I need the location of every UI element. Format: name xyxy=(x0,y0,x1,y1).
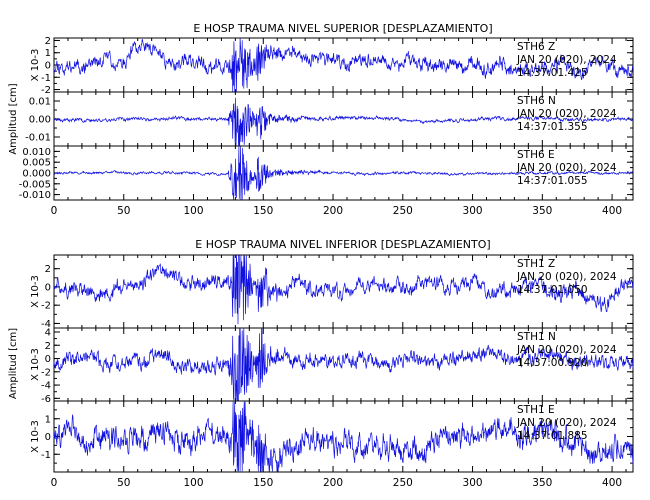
station-component-label: STH6 N xyxy=(517,95,556,107)
x-tick-label: 300 xyxy=(463,205,483,217)
station-component-label: STH6 E xyxy=(517,149,555,161)
x-tick-label: 0 xyxy=(51,477,58,489)
y-tick-label: 2 xyxy=(45,36,51,47)
x-tick-label: 50 xyxy=(117,477,130,489)
y-tick-label: -4 xyxy=(41,319,51,330)
scale-label: X 10-3 xyxy=(30,49,41,82)
y-tick-label: 0 xyxy=(45,61,51,72)
y-tick-label: -1 xyxy=(41,73,51,84)
trace-date: JAN 20 (020), 2024 xyxy=(516,417,617,429)
trace-date: JAN 20 (020), 2024 xyxy=(516,271,617,283)
y-axis-label: Amplitud [cm] xyxy=(8,328,19,399)
x-tick-label: 150 xyxy=(253,477,273,489)
x-tick-label: 50 xyxy=(117,205,130,217)
y-tick-label: -0.01 xyxy=(25,133,51,144)
trace-date: JAN 20 (020), 2024 xyxy=(516,344,617,356)
y-tick-label: 4 xyxy=(45,327,51,338)
y-tick-label: -6 xyxy=(41,394,51,405)
trace-start-time: 14:37:00.920 xyxy=(517,357,588,369)
x-tick-label: 250 xyxy=(393,477,413,489)
scale-label: X 10-3 xyxy=(30,420,41,453)
trace-start-time: 14:37:01.050 xyxy=(517,284,588,296)
x-tick-label: 250 xyxy=(393,205,413,217)
x-tick-label: 400 xyxy=(602,477,622,489)
x-tick-label: 100 xyxy=(183,205,203,217)
x-tick-label: 200 xyxy=(323,205,343,217)
y-tick-label: 0.00 xyxy=(29,115,51,126)
y-tick-label: -2 xyxy=(41,367,51,378)
trace-date: JAN 20 (020), 2024 xyxy=(516,108,617,120)
chart-title: E HOSP TRAUMA NIVEL SUPERIOR [DESPLAZAMI… xyxy=(193,22,492,35)
y-tick-label: -2 xyxy=(41,301,51,312)
trace-start-time: 14:37:01.055 xyxy=(517,175,588,187)
chart-2: E HOSP TRAUMA NIVEL INFERIOR [DESPLAZAMI… xyxy=(8,238,634,489)
station-component-label: STH1 E xyxy=(517,404,555,416)
trace-start-time: 14:37:01.355 xyxy=(517,121,588,133)
x-tick-label: 350 xyxy=(532,477,552,489)
y-tick-label: -2 xyxy=(41,85,51,96)
trace-start-time: 14:37:01.885 xyxy=(517,430,588,442)
x-tick-label: 100 xyxy=(183,477,203,489)
y-tick-label: 0.000 xyxy=(22,169,51,180)
station-component-label: STH6 Z xyxy=(517,41,555,53)
trace-date: JAN 20 (020), 2024 xyxy=(516,54,617,66)
y-tick-label: 0 xyxy=(45,282,51,293)
x-tick-label: 150 xyxy=(253,205,273,217)
scale-label: X 10-3 xyxy=(30,348,41,381)
x-tick-label: 400 xyxy=(602,205,622,217)
waveform-STH6-N xyxy=(53,97,634,146)
y-tick-label: 0.005 xyxy=(22,158,51,169)
x-tick-label: 0 xyxy=(51,205,58,217)
x-tick-label: 300 xyxy=(463,477,483,489)
y-tick-label: 0.01 xyxy=(29,97,51,108)
x-tick-label: 200 xyxy=(323,477,343,489)
y-tick-label: 0 xyxy=(45,354,51,365)
chart-1: E HOSP TRAUMA NIVEL SUPERIOR [DESPLAZAMI… xyxy=(8,22,634,217)
y-tick-label: 0.010 xyxy=(22,147,51,158)
y-axis-label: Amplitud [cm] xyxy=(8,83,19,154)
station-component-label: STH1 N xyxy=(517,331,556,343)
waveform-STH6-E xyxy=(53,146,634,200)
y-tick-label: 0 xyxy=(45,432,51,443)
waveform-STH1-N xyxy=(53,327,634,401)
chart-title: E HOSP TRAUMA NIVEL INFERIOR [DESPLAZAMI… xyxy=(195,238,490,251)
y-tick-label: 1 xyxy=(45,414,51,425)
waveform-STH6-Z xyxy=(53,38,633,92)
scale-label: X 10-3 xyxy=(30,275,41,308)
y-tick-label: 2 xyxy=(45,341,51,352)
station-component-label: STH1 Z xyxy=(517,258,555,270)
y-tick-label: -0.010 xyxy=(19,190,51,201)
waveform-STH1-Z xyxy=(53,255,634,325)
y-tick-label: -4 xyxy=(41,381,51,392)
trace-start-time: 14:37:01.425 xyxy=(517,67,588,79)
x-tick-label: 350 xyxy=(532,205,552,217)
waveform-STH1-E xyxy=(53,401,634,472)
y-tick-label: 1 xyxy=(45,48,51,59)
y-tick-label: 2 xyxy=(45,264,51,275)
y-tick-label: -0.005 xyxy=(19,179,51,190)
trace-date: JAN 20 (020), 2024 xyxy=(516,162,617,174)
y-tick-label: -1 xyxy=(41,450,51,461)
